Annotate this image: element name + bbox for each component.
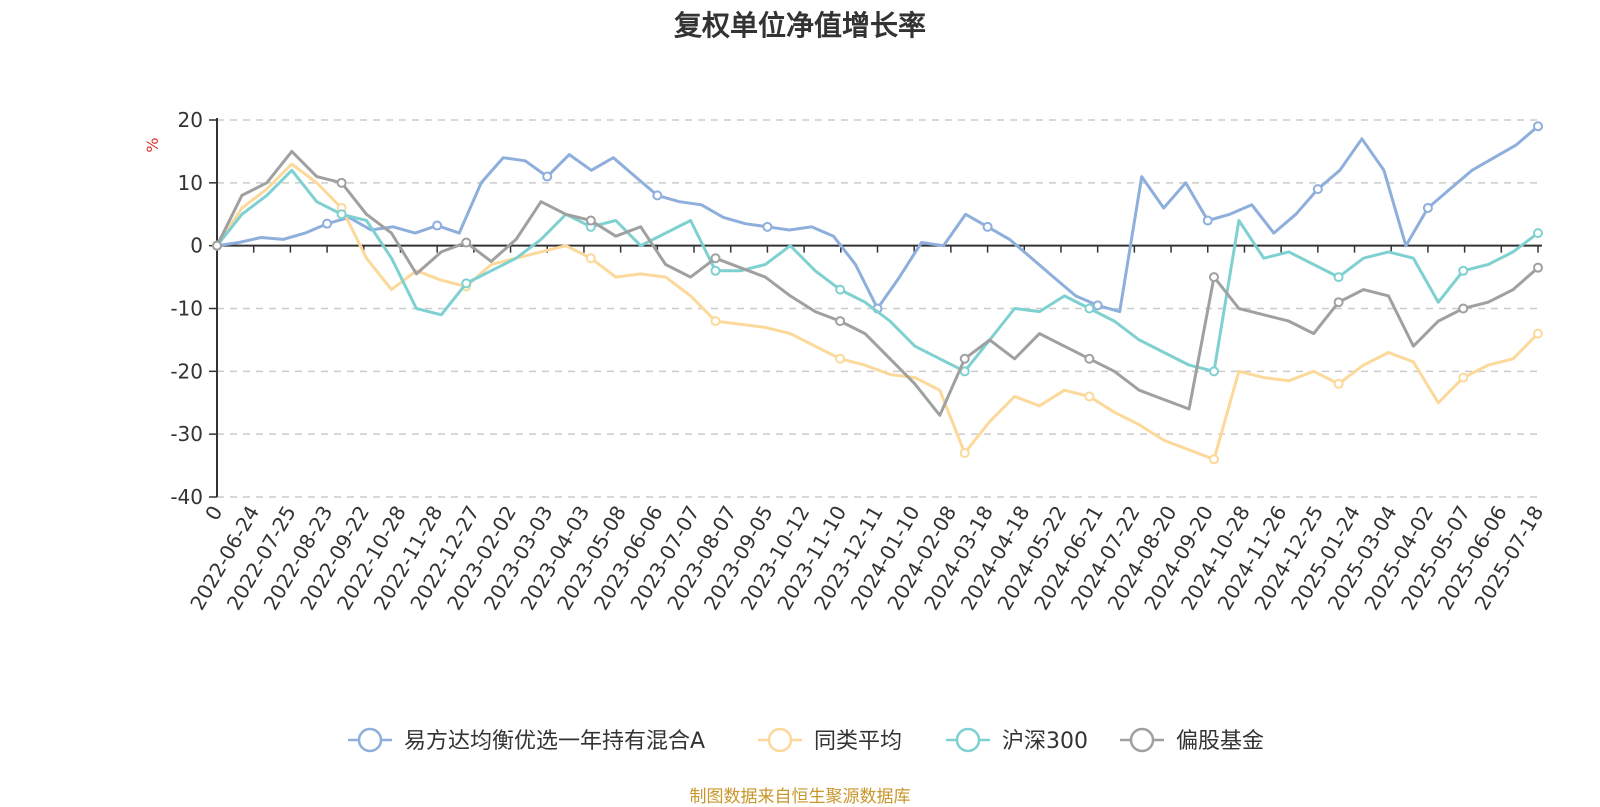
series-point: [1084, 391, 1095, 402]
series-point: [710, 316, 721, 327]
series-point: [1458, 372, 1469, 383]
y-tick-label: 10: [178, 171, 203, 195]
legend-item-0[interactable]: 易方达均衡优选一年持有混合A: [348, 727, 705, 754]
series-point: [1333, 378, 1344, 389]
source-note: 制图数据来自恒生聚源数据库: [689, 787, 911, 807]
series-point: [959, 448, 970, 459]
series-point: [542, 171, 553, 182]
chart-title: 复权单位净值增长率: [673, 9, 926, 42]
series-point: [835, 284, 846, 295]
y-axis-label: %: [143, 138, 162, 153]
legend-label: 沪深300: [1002, 729, 1088, 754]
series-point: [1092, 300, 1103, 311]
y-tick-label: -20: [170, 359, 203, 383]
legend-label: 偏股基金: [1176, 729, 1264, 754]
series-line-2: [215, 168, 1539, 373]
series-point: [1208, 454, 1219, 465]
series-line-1: [215, 162, 1540, 461]
legend-marker: [357, 727, 383, 753]
series-point: [762, 221, 773, 232]
series-point: [652, 190, 663, 201]
series-point: [710, 265, 721, 276]
series-point: [322, 218, 333, 229]
series-point: [212, 240, 222, 251]
series-point: [1084, 353, 1095, 364]
legend-label: 易方达均衡优选一年持有混合A: [404, 729, 705, 754]
legend-label: 同类平均: [814, 729, 902, 754]
series-point: [1333, 272, 1344, 283]
series-point: [710, 253, 721, 264]
legend[interactable]: 易方达均衡优选一年持有混合A 同类平均 沪深300 偏股基金: [348, 727, 1264, 754]
series-point: [461, 278, 472, 289]
series-point: [982, 221, 993, 232]
series-point: [1458, 265, 1469, 276]
series-point: [1084, 303, 1095, 314]
series-point: [1533, 328, 1543, 339]
legend-marker: [767, 727, 793, 753]
y-tick-label: 20: [178, 108, 203, 132]
series-lines: [212, 121, 1543, 465]
series-point: [959, 353, 970, 364]
series-point: [1333, 297, 1344, 308]
series-point: [1533, 228, 1543, 239]
series-point: [835, 316, 846, 327]
series-point: [835, 353, 846, 364]
y-tick-label: -40: [170, 485, 203, 509]
legend-item-2[interactable]: 沪深300: [946, 727, 1088, 754]
legend-marker: [1129, 727, 1155, 753]
series-point: [1533, 262, 1543, 273]
series-point: [1208, 366, 1219, 377]
y-tick-label: 0: [190, 234, 203, 258]
series-point: [585, 215, 596, 226]
legend-item-3[interactable]: 偏股基金: [1120, 727, 1264, 754]
series-point: [336, 209, 347, 220]
legend-item-1[interactable]: 同类平均: [758, 727, 902, 754]
series-point: [461, 237, 472, 248]
legend-marker: [955, 727, 981, 753]
y-tick-label: -30: [170, 422, 203, 446]
y-tick-label: -10: [170, 297, 203, 321]
series-point: [1208, 272, 1219, 283]
series-point: [1458, 303, 1469, 314]
series-point: [432, 220, 443, 231]
series-line-0: [216, 125, 1539, 314]
series-line-3: [215, 149, 1539, 417]
series-point: [1202, 215, 1213, 226]
series-point: [1312, 184, 1323, 195]
series-point: [336, 177, 347, 188]
series-point: [1422, 202, 1433, 213]
x-tick-label: 0: [200, 502, 227, 525]
series-point: [1533, 121, 1543, 132]
series-point: [585, 253, 596, 264]
